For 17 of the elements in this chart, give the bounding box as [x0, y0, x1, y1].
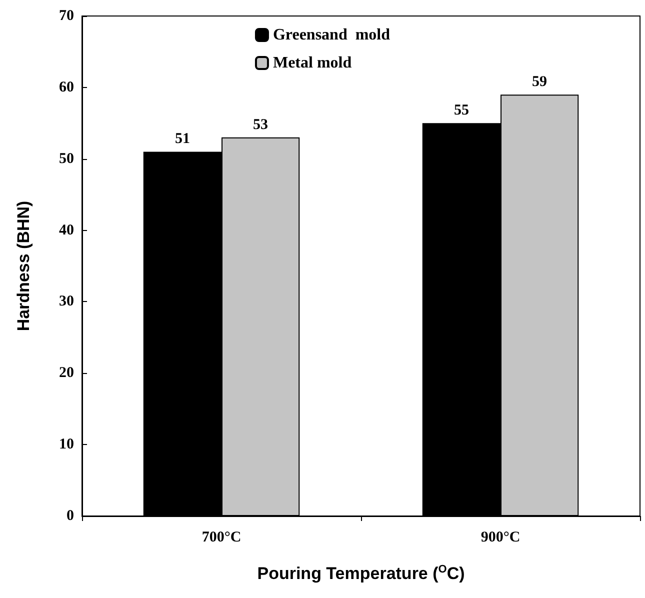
y-axis-title: Hardness (BHN)	[14, 200, 33, 332]
data-label: 51	[174, 131, 190, 148]
data-label: 59	[532, 74, 548, 90]
y-tick-label: 10	[59, 436, 74, 453]
y-tick-label: 70	[59, 8, 74, 24]
y-tick-label: 50	[59, 150, 74, 167]
data-label: 55	[454, 102, 469, 119]
x-tick-label: 700°C	[202, 530, 242, 546]
y-tick-label: 30	[59, 294, 74, 310]
legend-label: Greensand mold	[272, 26, 390, 44]
y-tick-label: 20	[59, 365, 74, 382]
legend-label: Metal mold	[272, 54, 352, 72]
y-tick-label: 0	[66, 508, 74, 524]
y-tick-label: 60	[59, 79, 74, 96]
y-tick-label: 40	[59, 222, 74, 238]
x-tick-label: 900°C	[480, 530, 520, 546]
data-label: 53	[253, 116, 268, 133]
